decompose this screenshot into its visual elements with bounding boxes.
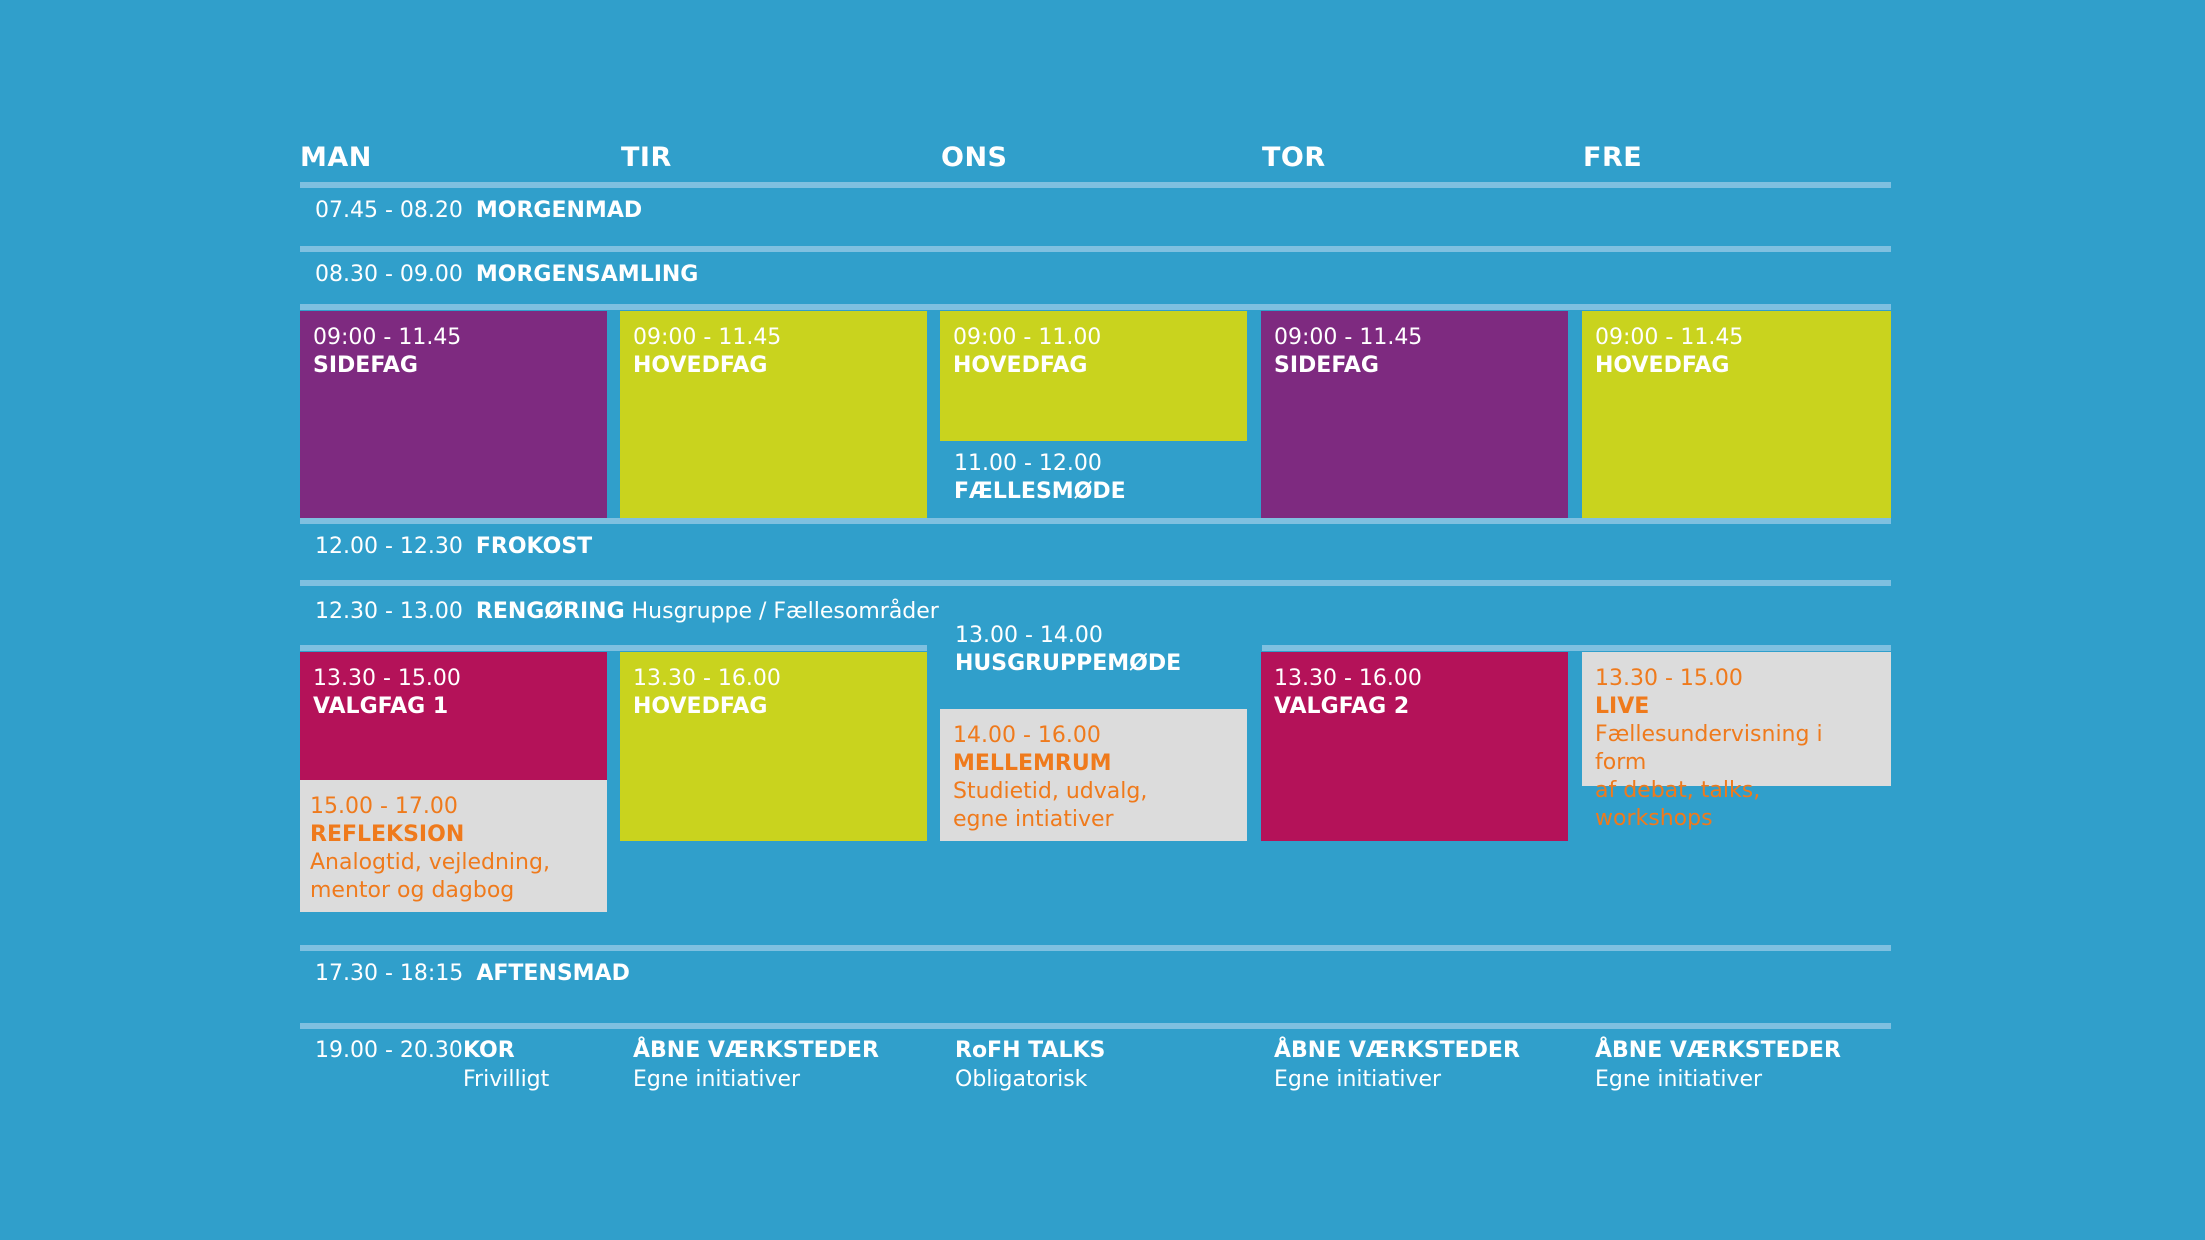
block-time: 14.00 - 16.00 bbox=[953, 723, 1101, 748]
block-label: LIVE bbox=[1595, 694, 1650, 719]
row-label: AFTENSMAD bbox=[476, 961, 630, 986]
divider bbox=[300, 945, 1891, 951]
block-time: 13.00 - 14.00 bbox=[955, 623, 1103, 648]
row-label: FROKOST bbox=[475, 534, 593, 559]
divider bbox=[1262, 645, 1891, 651]
evening-label: ÅBNE VÆRKSTEDER bbox=[1595, 1038, 1841, 1063]
day-header-ons: ONS bbox=[941, 142, 1008, 173]
block-man-sidefag: 09:00 - 11.45 SIDEFAG bbox=[300, 311, 607, 518]
block-tir-hovedfag: 09:00 - 11.45 HOVEDFAG bbox=[620, 311, 927, 518]
evening-label: KOR bbox=[463, 1038, 515, 1063]
evening-tir: ÅBNE VÆRKSTEDER Egne initiativer bbox=[633, 1036, 879, 1094]
row-detail: Husgruppe / Fællesområder bbox=[631, 599, 939, 624]
evening-label: ÅBNE VÆRKSTEDER bbox=[1274, 1038, 1520, 1063]
row-label: MORGENMAD bbox=[475, 198, 643, 223]
block-detail: Studietid, udvalg, bbox=[953, 779, 1148, 804]
row-time: 17.30 - 18:15 bbox=[315, 961, 464, 986]
block-label: REFLEKSION bbox=[310, 822, 465, 847]
evening-detail: Egne initiativer bbox=[633, 1067, 801, 1092]
block-label: SIDEFAG bbox=[313, 353, 418, 378]
divider bbox=[300, 1023, 1891, 1029]
block-ons-hovedfag: 09:00 - 11.00 HOVEDFAG bbox=[940, 311, 1247, 441]
block-fre-hovedfag: 09:00 - 11.45 HOVEDFAG bbox=[1582, 311, 1891, 518]
block-detail: af debat, talks, workshops bbox=[1595, 778, 1761, 831]
block-man-refleksion: 15.00 - 17.00 REFLEKSION Analogtid, vejl… bbox=[300, 780, 607, 912]
row-label: RENGØRING bbox=[475, 599, 625, 624]
divider bbox=[300, 645, 927, 651]
block-time: 09:00 - 11.00 bbox=[953, 325, 1102, 350]
divider bbox=[300, 304, 1891, 310]
block-time: 13.30 - 15.00 bbox=[1595, 666, 1743, 691]
block-time: 15.00 - 17.00 bbox=[310, 794, 458, 819]
evening-ons: RoFH TALKS Obligatorisk bbox=[955, 1036, 1105, 1094]
block-time: 09:00 - 11.45 bbox=[1595, 325, 1744, 350]
divider bbox=[300, 182, 1891, 188]
block-tir-hovedfag-afternoon: 13.30 - 16.00 HOVEDFAG bbox=[620, 652, 927, 841]
block-label: HOVEDFAG bbox=[953, 353, 1088, 378]
block-label: HOVEDFAG bbox=[633, 353, 768, 378]
row-label: MORGENSAMLING bbox=[475, 262, 699, 287]
block-label: HOVEDFAG bbox=[633, 694, 768, 719]
row-time: 12.30 - 13.00 bbox=[315, 599, 463, 624]
block-label: HUSGRUPPEMØDE bbox=[955, 651, 1182, 676]
row-morgensamling: 08.30 - 09.00 MORGENSAMLING bbox=[315, 262, 698, 287]
row-time: 12.00 - 12.30 bbox=[315, 534, 463, 559]
block-label: FÆLLESMØDE bbox=[954, 479, 1126, 504]
block-tor-valgfag2: 13.30 - 16.00 VALGFAG 2 bbox=[1261, 652, 1568, 841]
evening-detail: Frivilligt bbox=[463, 1067, 550, 1092]
block-label: VALGFAG 2 bbox=[1274, 694, 1410, 719]
evening-detail: Egne initiativer bbox=[1274, 1067, 1442, 1092]
row-frokost: 12.00 - 12.30 FROKOST bbox=[315, 534, 592, 559]
block-detail: Fællesundervisning i form bbox=[1595, 722, 1823, 775]
evening-label: ÅBNE VÆRKSTEDER bbox=[633, 1038, 879, 1063]
evening-detail: Egne initiativer bbox=[1595, 1067, 1763, 1092]
block-ons-mellemrum: 14.00 - 16.00 MELLEMRUM Studietid, udval… bbox=[940, 709, 1247, 841]
divider bbox=[300, 518, 1891, 524]
divider bbox=[300, 580, 1891, 586]
block-detail: mentor og dagbog bbox=[310, 878, 515, 903]
block-time: 11.00 - 12.00 bbox=[954, 451, 1102, 476]
block-time: 09:00 - 11.45 bbox=[1274, 325, 1423, 350]
block-time: 13.30 - 15.00 bbox=[313, 666, 461, 691]
block-time: 09:00 - 11.45 bbox=[633, 325, 782, 350]
block-tor-sidefag: 09:00 - 11.45 SIDEFAG bbox=[1261, 311, 1568, 518]
evening-tor: ÅBNE VÆRKSTEDER Egne initiativer bbox=[1274, 1036, 1520, 1094]
row-time: 07.45 - 08.20 bbox=[315, 198, 463, 223]
block-label: MELLEMRUM bbox=[953, 751, 1112, 776]
block-man-valgfag1: 13.30 - 15.00 VALGFAG 1 bbox=[300, 652, 607, 780]
day-header-tor: TOR bbox=[1262, 142, 1326, 173]
evening-label: RoFH TALKS bbox=[955, 1038, 1106, 1063]
block-detail: Analogtid, vejledning, bbox=[310, 850, 550, 875]
evening-detail: Obligatorisk bbox=[955, 1067, 1088, 1092]
divider bbox=[300, 246, 1891, 252]
day-header-fre: FRE bbox=[1583, 142, 1643, 173]
block-label: HOVEDFAG bbox=[1595, 353, 1730, 378]
day-header-tir: TIR bbox=[621, 142, 672, 173]
evening-fre: ÅBNE VÆRKSTEDER Egne initiativer bbox=[1595, 1036, 1841, 1094]
block-ons-husgruppemode: 13.00 - 14.00 HUSGRUPPEMØDE bbox=[955, 622, 1181, 678]
block-time: 13.30 - 16.00 bbox=[1274, 666, 1422, 691]
block-time: 13.30 - 16.00 bbox=[633, 666, 781, 691]
block-label: VALGFAG 1 bbox=[313, 694, 449, 719]
evening-time: 19.00 - 20.30 bbox=[315, 1038, 463, 1063]
row-aftensmad: 17.30 - 18:15 AFTENSMAD bbox=[315, 961, 630, 986]
day-header-man: MAN bbox=[300, 142, 372, 173]
block-time: 09:00 - 11.45 bbox=[313, 325, 462, 350]
block-label: SIDEFAG bbox=[1274, 353, 1379, 378]
block-ons-faellesmode: 11.00 - 12.00 FÆLLESMØDE bbox=[954, 450, 1126, 506]
row-morgenmad: 07.45 - 08.20 MORGENMAD bbox=[315, 198, 642, 223]
row-rengoring: 12.30 - 13.00 RENGØRING Husgruppe / Fæll… bbox=[315, 599, 939, 624]
row-time: 08.30 - 09.00 bbox=[315, 262, 463, 287]
block-fre-live: 13.30 - 15.00 LIVE Fællesundervisning i … bbox=[1582, 652, 1891, 831]
evening-man: KOR Frivilligt bbox=[463, 1036, 549, 1094]
block-detail: egne intiativer bbox=[953, 807, 1114, 832]
